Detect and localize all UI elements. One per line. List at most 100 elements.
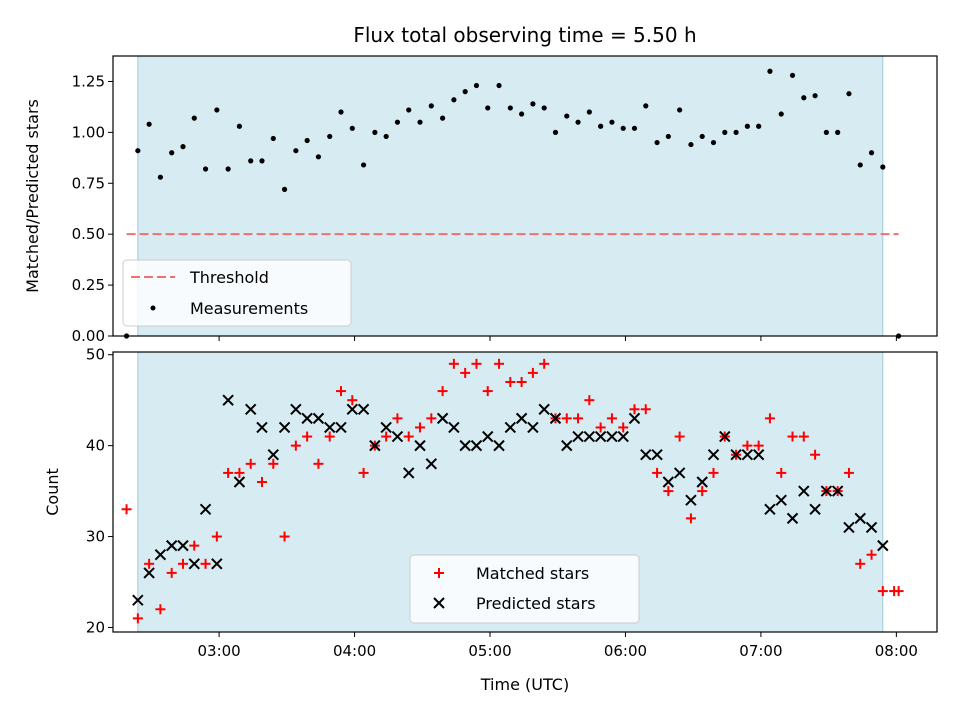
measurement-point bbox=[643, 103, 649, 109]
matched-star-point bbox=[505, 377, 516, 387]
matched-star-point bbox=[584, 395, 595, 406]
matched-star-point bbox=[200, 558, 211, 569]
measurement-point bbox=[744, 123, 750, 129]
y-tick-label: 0.75 bbox=[72, 174, 105, 192]
cross-b bbox=[809, 503, 821, 515]
measurement-point bbox=[507, 105, 513, 111]
predicted-star-point bbox=[380, 421, 392, 434]
matched-star-point bbox=[798, 431, 809, 442]
cross-b bbox=[143, 567, 155, 579]
cross-b bbox=[877, 539, 889, 552]
measurement-point bbox=[383, 133, 389, 140]
predicted-star-point bbox=[583, 430, 596, 443]
measurement-point bbox=[191, 115, 197, 121]
legend-predicted-swatch bbox=[433, 597, 445, 609]
matched-star-point bbox=[347, 395, 358, 406]
y-tick-label: 40 bbox=[86, 437, 105, 455]
measurement-point bbox=[372, 129, 378, 135]
predicted-star-point bbox=[470, 439, 483, 452]
bottom-axes-frame bbox=[112, 351, 938, 633]
predicted-star-point bbox=[211, 558, 223, 570]
measurement-point bbox=[609, 119, 615, 125]
cross-b bbox=[764, 503, 776, 515]
cross-b bbox=[707, 449, 720, 461]
matched-star-point bbox=[482, 386, 493, 397]
measurement-point bbox=[654, 139, 660, 146]
matched-star-point bbox=[290, 440, 301, 451]
matched-star-point bbox=[177, 558, 188, 569]
predicted-star-point bbox=[606, 430, 618, 443]
measurement-point bbox=[236, 123, 243, 129]
measurement-point bbox=[564, 113, 570, 119]
matched-star-point bbox=[561, 413, 572, 424]
legend-measurements-swatch bbox=[150, 305, 156, 311]
measurement-point bbox=[620, 125, 626, 131]
measurement-point bbox=[756, 123, 762, 129]
x-tick-label: 07:00 bbox=[739, 642, 782, 660]
cross-b bbox=[628, 412, 641, 425]
cross-b bbox=[549, 412, 562, 425]
predicted-star-point bbox=[707, 449, 720, 461]
cross-b bbox=[346, 403, 359, 415]
matched-star-point bbox=[753, 440, 764, 451]
predicted-star-point bbox=[798, 485, 810, 497]
cross-b bbox=[606, 430, 618, 443]
cross-b bbox=[188, 558, 200, 570]
matched-star-point bbox=[810, 449, 821, 460]
matched-star-point bbox=[685, 513, 696, 524]
matched-star-point bbox=[223, 467, 234, 478]
x-tick-label: 03:00 bbox=[197, 642, 240, 660]
matched-star-point bbox=[652, 467, 663, 478]
measurement-point bbox=[248, 158, 254, 164]
predicted-star-point bbox=[267, 449, 279, 461]
predicted-star-point bbox=[245, 403, 257, 415]
cross-b bbox=[165, 539, 178, 552]
measurement-point bbox=[157, 174, 164, 180]
y-tick-label: 1.25 bbox=[72, 72, 105, 90]
cross-b bbox=[741, 449, 754, 461]
predicted-star-point bbox=[775, 494, 787, 506]
measurement-point bbox=[338, 109, 344, 115]
measurement-point bbox=[462, 89, 468, 95]
measurement-point bbox=[146, 121, 152, 127]
matched-star-point bbox=[132, 613, 143, 624]
cross-b bbox=[222, 394, 234, 406]
bottom-legend-box bbox=[409, 554, 640, 624]
measurement-point bbox=[349, 125, 355, 131]
matched-star-point bbox=[245, 458, 256, 469]
cross-b bbox=[662, 476, 675, 488]
y-tick-label: 0.50 bbox=[72, 225, 105, 243]
matched-star-point bbox=[697, 486, 708, 497]
matched-star-point bbox=[471, 358, 482, 369]
measurement-points bbox=[123, 68, 902, 339]
matched-star-point bbox=[539, 358, 550, 369]
cross-b bbox=[177, 539, 189, 552]
measurement-point bbox=[293, 148, 299, 154]
predicted-star-point bbox=[335, 421, 347, 434]
predicted-star-point bbox=[199, 503, 212, 515]
matched-star-point bbox=[843, 467, 854, 478]
matched-star-point bbox=[211, 531, 222, 542]
measurement-point bbox=[270, 135, 276, 142]
y-tick-label: 0.25 bbox=[72, 276, 105, 294]
legend-cross-marker bbox=[433, 597, 445, 609]
measurement-point bbox=[169, 150, 175, 156]
cross-b bbox=[820, 485, 833, 497]
measurement-point bbox=[789, 72, 796, 78]
cross-b bbox=[335, 421, 347, 434]
cross-b bbox=[719, 430, 731, 443]
predicted-star-point bbox=[188, 558, 200, 570]
cross-b bbox=[290, 403, 302, 415]
predicted-star-point bbox=[617, 430, 629, 443]
measurement-point bbox=[496, 82, 502, 89]
matched-star-point bbox=[877, 586, 888, 597]
predicted-star-point bbox=[730, 449, 742, 461]
predicted-star-point bbox=[414, 439, 426, 452]
predicted-star-point bbox=[403, 467, 415, 479]
cross-b bbox=[256, 421, 268, 434]
cross-b bbox=[752, 449, 765, 461]
cross-b bbox=[786, 512, 799, 525]
predicted-star-point bbox=[719, 430, 731, 443]
